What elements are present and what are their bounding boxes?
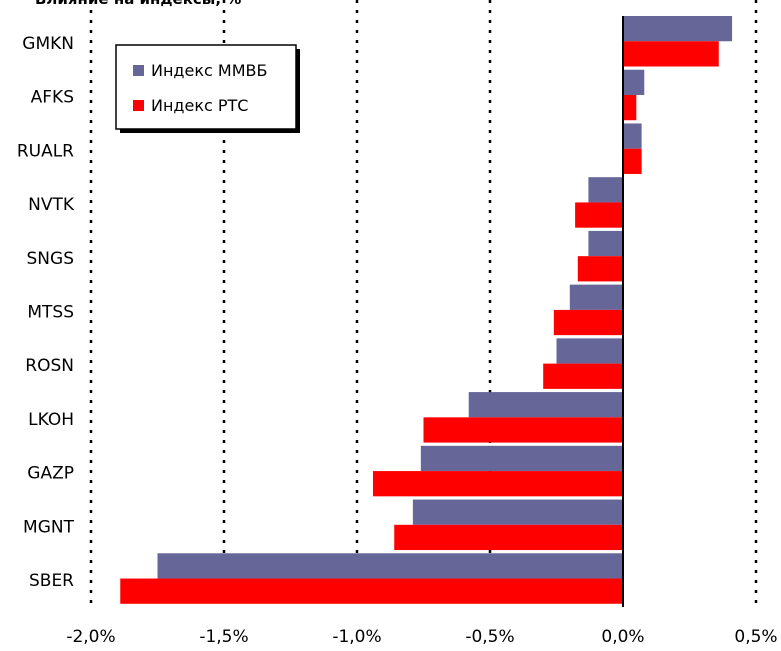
category-label: ROSN bbox=[25, 356, 74, 376]
category-label: MGNT bbox=[23, 517, 75, 537]
bar-lkoh-series-2 bbox=[423, 417, 623, 443]
bar-mtss-series-2 bbox=[553, 309, 623, 336]
category-label: AFKS bbox=[31, 88, 74, 108]
x-tick-label: -1,0% bbox=[332, 627, 381, 647]
category-label: NVTK bbox=[28, 195, 75, 215]
category-label: LKOH bbox=[28, 410, 74, 430]
bar-nvtk-series-1 bbox=[588, 177, 623, 203]
legend-label: Индекс ММВБ bbox=[151, 61, 267, 80]
x-tick-label: -2,0% bbox=[66, 627, 115, 647]
bars bbox=[120, 16, 733, 604]
x-tick-label: -1,5% bbox=[199, 627, 248, 647]
category-label: RUALR bbox=[17, 141, 74, 161]
bar-sngs-series-1 bbox=[588, 230, 623, 257]
bar-mtss-series-1 bbox=[569, 284, 623, 310]
x-tick-labels: -2,0% -1,5% -1,0% -0,5% 0,0% 0,5% bbox=[66, 627, 777, 647]
bar-nvtk-series-2 bbox=[575, 202, 623, 228]
bar-lkoh-series-1 bbox=[468, 392, 623, 418]
bar-rualr-series-1 bbox=[623, 123, 642, 149]
bar-sngs-series-2 bbox=[577, 256, 623, 282]
category-label: GMKN bbox=[22, 34, 74, 54]
category-label: MTSS bbox=[27, 303, 74, 323]
bar-gazp-series-2 bbox=[372, 471, 623, 497]
legend-swatch bbox=[133, 100, 144, 111]
legend: Индекс ММВБ Индекс РТС bbox=[115, 44, 300, 133]
bar-afks-series-1 bbox=[623, 69, 645, 95]
bar-sber-series-2 bbox=[120, 578, 623, 604]
category-label: SNGS bbox=[27, 249, 74, 269]
bar-mgnt-series-2 bbox=[394, 524, 623, 551]
bar-rosn-series-1 bbox=[556, 338, 623, 364]
bar-mgnt-series-1 bbox=[412, 499, 623, 525]
bar-afks-series-2 bbox=[623, 94, 637, 121]
legend-box bbox=[115, 44, 297, 130]
legend-label: Индекс РТС bbox=[151, 96, 248, 115]
bar-gmkn-series-1 bbox=[623, 16, 733, 42]
bar-sber-series-1 bbox=[157, 553, 623, 579]
category-label: GAZP bbox=[27, 464, 74, 484]
bar-rosn-series-2 bbox=[543, 363, 623, 389]
legend-swatch bbox=[133, 65, 144, 76]
x-tick-label: 0,5% bbox=[734, 627, 777, 647]
bar-rualr-series-2 bbox=[623, 148, 642, 174]
bar-gazp-series-1 bbox=[420, 445, 623, 472]
category-labels: GMKN AFKS RUALR NVTK SNGS MTSS ROSN LKOH GAZP MGN… bbox=[17, 34, 75, 591]
x-tick-label: -0,5% bbox=[465, 627, 514, 647]
chart-title: Влияние на индексы, % bbox=[35, 0, 241, 8]
category-label: SBER bbox=[29, 571, 74, 591]
x-tick-label: 0,0% bbox=[601, 627, 644, 647]
bar-gmkn-series-2 bbox=[623, 41, 719, 67]
